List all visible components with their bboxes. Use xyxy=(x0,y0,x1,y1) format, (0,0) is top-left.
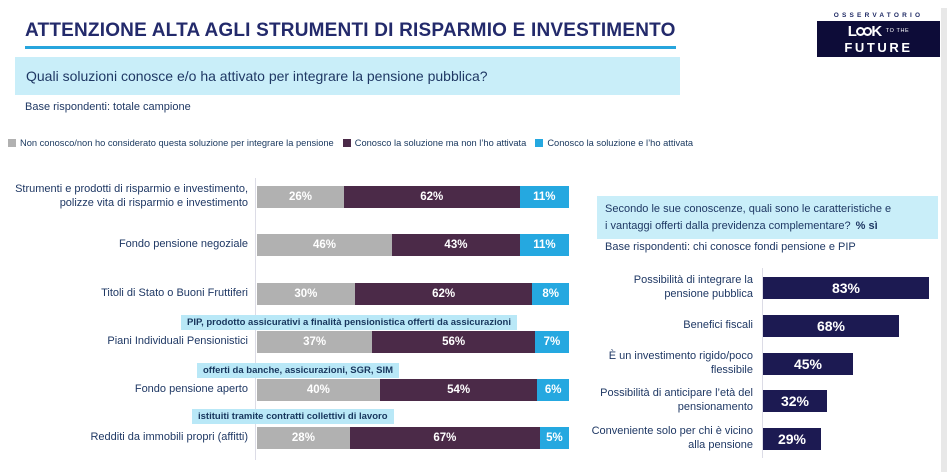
legend-label: Non conosco/non ho considerato questa so… xyxy=(20,138,334,148)
bar-segment: 30% xyxy=(257,283,355,305)
legend-item: Conosco la soluzione e l’ho attivata xyxy=(535,138,693,148)
value-bar: 68% xyxy=(763,315,899,337)
chart-legend: Non conosco/non ho considerato questa so… xyxy=(8,138,693,148)
logo-wordmark: L K TO THE xyxy=(848,24,910,39)
annotation-callout: istituiti tramite contratti collettivi d… xyxy=(192,409,394,424)
value-bar: 32% xyxy=(763,390,827,412)
stacked-bar: 40% 54% 6% xyxy=(257,379,569,401)
bar-segment: 67% xyxy=(349,427,540,449)
bar-segment: 11% xyxy=(519,234,569,256)
category-label: Redditi da immobili propri (affitti) xyxy=(90,431,248,444)
segment-value: 26% xyxy=(288,191,313,203)
segment-value: 62% xyxy=(420,191,444,203)
bar-segment: 26% xyxy=(257,186,344,208)
segment-value: 7% xyxy=(543,336,561,348)
segment-value: 67% xyxy=(433,432,457,444)
segment-value: 62% xyxy=(432,288,456,300)
segment-value: 56% xyxy=(442,336,466,348)
logo-box: L K TO THE FUTURE xyxy=(817,21,940,57)
left-chart-axis-line xyxy=(255,178,256,460)
logo-tagline: TO THE xyxy=(885,27,910,34)
legend-swatch xyxy=(342,139,351,147)
category-label: Fondo pensione negoziale xyxy=(118,238,248,251)
stacked-bar: 46% 43% 11% xyxy=(257,234,569,256)
bar-segment: 43% xyxy=(392,234,520,256)
category-label: Fondo pensione aperto xyxy=(134,383,248,396)
category-label: Piani Individuali Pensionistici xyxy=(107,335,248,348)
category-label: Conveniente solo per chi è vicino alla p… xyxy=(591,425,753,451)
segment-value: 28% xyxy=(291,432,315,444)
bar-segment: 40% xyxy=(257,379,380,401)
bar-segment: 37% xyxy=(257,331,373,353)
bar-segment: 62% xyxy=(354,283,533,305)
annotation-callout: PIP, prodotto assicurativi a finalità pe… xyxy=(181,315,517,330)
segment-value: 30% xyxy=(294,288,318,300)
bar-value: 83% xyxy=(831,280,861,296)
category-label: Benefici fiscali xyxy=(683,319,753,332)
binoculars-icon xyxy=(863,27,873,36)
bar-segment: 54% xyxy=(379,379,538,401)
segment-value: 43% xyxy=(444,239,468,251)
stacked-bar: 30% 62% 8% xyxy=(257,283,569,305)
bar-value: 68% xyxy=(816,318,846,334)
category-label: Possibilità di anticipare l’età del pens… xyxy=(600,387,753,413)
legend-swatch xyxy=(8,139,16,147)
page-title: ATTENZIONE ALTA AGLI STRUMENTI DI RISPAR… xyxy=(25,20,676,49)
secondary-question-line2: i vantaggi offerti dalla previdenza comp… xyxy=(605,219,851,232)
logo-letter-l: L xyxy=(847,23,858,40)
bar-segment: 8% xyxy=(532,283,569,305)
category-label: Possibilità di integrare la pensione pub… xyxy=(633,274,753,300)
segment-value: 46% xyxy=(313,239,337,251)
secondary-question-banner: Secondo le sue conoscenze, quali sono le… xyxy=(597,196,938,239)
bar-value: 29% xyxy=(777,431,807,447)
legend-label: Conosco la soluzione ma non l’ho attivat… xyxy=(354,138,527,148)
value-bar: 29% xyxy=(763,428,821,450)
base-note-left: Base rispondenti: totale campione xyxy=(25,101,191,113)
bar-segment: 46% xyxy=(257,234,393,256)
segment-value: 37% xyxy=(303,336,327,348)
stacked-bar: 26% 62% 11% xyxy=(257,186,570,208)
category-label: Strumenti e prodotti di risparmio e inve… xyxy=(15,183,248,209)
right-chart-axis-line xyxy=(762,268,763,458)
stacked-bar: 37% 56% 7% xyxy=(257,331,569,353)
stacked-bar: 28% 67% 5% xyxy=(257,427,570,449)
legend-item: Conosco la soluzione ma non l’ho attivat… xyxy=(342,138,527,148)
segment-value: 11% xyxy=(533,191,556,203)
logo-letter-k: K xyxy=(871,23,883,40)
base-note-right: Base rispondenti: chi conosce fondi pens… xyxy=(605,241,856,253)
segment-value: 40% xyxy=(306,384,330,396)
annotation-callout: offerti da banche, assicurazioni, SGR, S… xyxy=(197,363,400,378)
segment-value: 5% xyxy=(546,432,563,444)
value-bar: 83% xyxy=(763,277,929,299)
logo-kicker: OSSERVATORIO xyxy=(833,12,924,19)
bar-value: 32% xyxy=(780,393,810,409)
bar-segment: 62% xyxy=(344,186,520,208)
segment-value: 6% xyxy=(544,384,562,396)
segment-value: 54% xyxy=(447,384,471,396)
bar-segment: 56% xyxy=(372,331,535,353)
bar-value: 45% xyxy=(793,356,823,372)
bar-segment: 6% xyxy=(537,379,569,401)
bar-segment: 5% xyxy=(539,427,570,449)
bar-segment: 28% xyxy=(257,427,350,449)
legend-label: Conosco la soluzione e l’ho attivata xyxy=(547,138,694,148)
secondary-question-line1: Secondo le sue conoscenze, quali sono le… xyxy=(605,203,892,215)
bar-segment: 7% xyxy=(534,331,569,353)
percent-si-label: % sì xyxy=(855,219,878,232)
main-question-banner: Quali soluzioni conosce e/o ha attivato … xyxy=(15,57,680,95)
logo-future: FUTURE xyxy=(844,40,913,55)
legend-item: Non conosco/non ho considerato questa so… xyxy=(8,138,334,148)
logo: OSSERVATORIO L K TO THE FUTURE xyxy=(817,12,940,57)
bar-segment: 11% xyxy=(519,186,570,208)
window-edge xyxy=(941,8,947,472)
segment-value: 11% xyxy=(533,239,556,251)
category-label: Titoli di Stato o Buoni Fruttiferi xyxy=(101,287,248,300)
category-label: È un investimento rigido/poco flessibile xyxy=(608,350,753,376)
legend-swatch xyxy=(535,139,544,147)
segment-value: 8% xyxy=(542,288,560,300)
value-bar: 45% xyxy=(763,353,853,375)
